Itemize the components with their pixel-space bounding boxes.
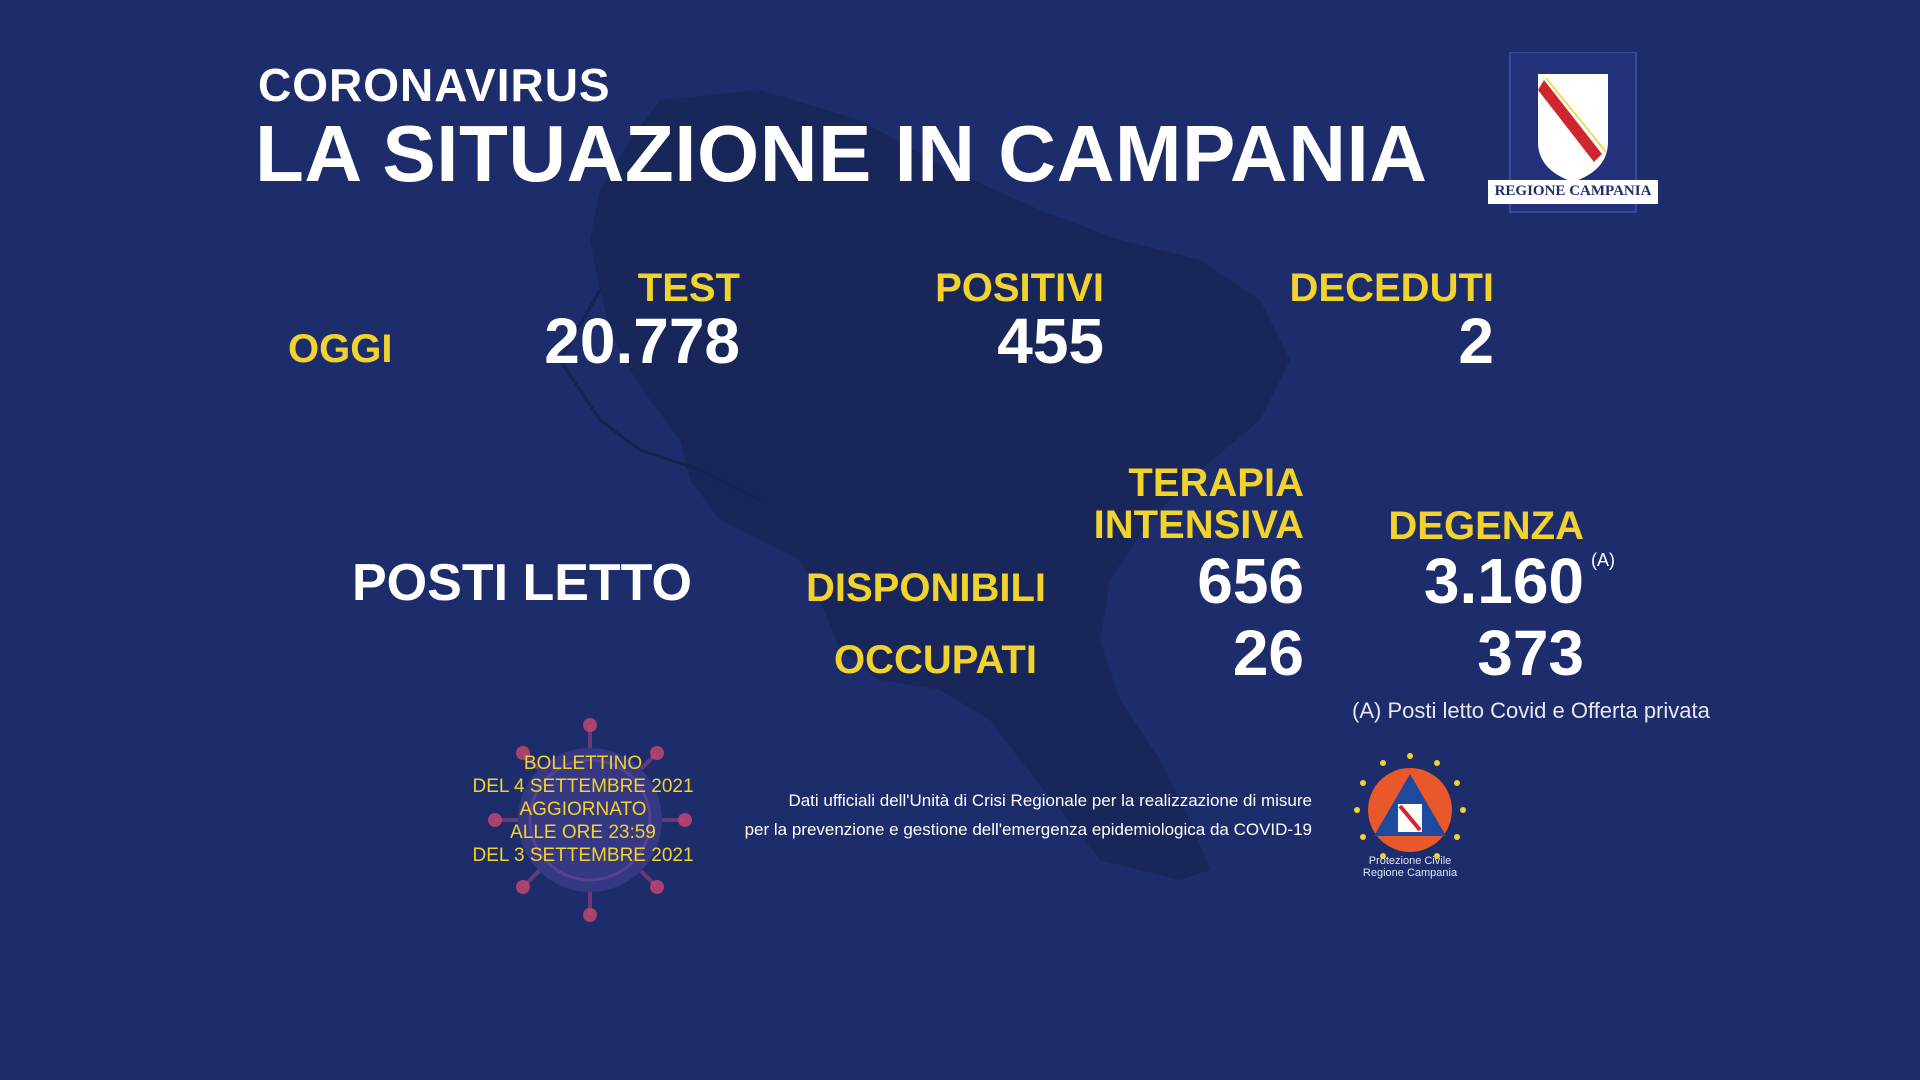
protezione-civile-icon (1354, 753, 1466, 859)
test-value: 20.778 (544, 305, 740, 377)
positivi-value: 455 (997, 305, 1104, 377)
official-line2: per la prevenzione e gestione dell'emerg… (744, 820, 1312, 839)
pc-line2: Regione Campania (1362, 867, 1458, 879)
deceduti-header: DECEDUTI (1289, 266, 1494, 310)
virus-icon (488, 718, 692, 922)
deceduti-value: 2 (1458, 305, 1494, 377)
official-data-note: Dati ufficiali dell'Unità di Crisi Regio… (740, 786, 1312, 844)
posti-letto-label: POSTI LETTO (352, 554, 692, 612)
test-header: TEST (637, 266, 740, 310)
bulletin-line5: DEL 3 SETTEMBRE 2021 (472, 845, 694, 866)
degenza-occupati-value: 373 (1477, 617, 1584, 689)
regione-campania-logo: REGIONE CAMPANIA (1486, 51, 1660, 214)
kicker-title: CORONAVIRUS (258, 59, 611, 111)
terapia-occupati-value: 26 (1232, 617, 1304, 689)
degenza-footnote-mark: (A) (1591, 550, 1615, 570)
logo-label: REGIONE CAMPANIA (1494, 183, 1652, 199)
oggi-label: OGGI (288, 327, 393, 371)
disponibili-label: DISPONIBILI (806, 566, 1047, 610)
occupati-label: OCCUPATI (834, 638, 1037, 682)
protezione-civile-label: Protezione Civile Regione Campania (1345, 855, 1475, 879)
terapia-header-line1: TERAPIA (1128, 461, 1304, 505)
page-title: LA SITUAZIONE IN CAMPANIA (255, 109, 1428, 198)
bulletin-line1: BOLLETTINO (523, 753, 643, 774)
beds-footnote: (A) Posti letto Covid e Offerta privata (1352, 698, 1710, 723)
degenza-header: DEGENZA (1388, 504, 1584, 548)
official-line1: Dati ufficiali dell'Unità di Crisi Regio… (788, 791, 1312, 810)
degenza-disponibili-value: 3.160 (1423, 545, 1584, 617)
pc-line1: Protezione Civile (1368, 855, 1452, 867)
bulletin-line3: AGGIORNATO (519, 799, 647, 820)
bulletin-line2: DEL 4 SETTEMBRE 2021 (472, 776, 694, 797)
terapia-intensiva-header: TERAPIA INTENSIVA (1060, 462, 1304, 546)
bulletin-text: BOLLETTINO DEL 4 SETTEMBRE 2021 AGGIORNA… (470, 752, 696, 867)
regione-campania-shield-icon (1488, 51, 1658, 213)
terapia-header-line2: INTENSIVA (1093, 503, 1304, 547)
positivi-header: POSITIVI (935, 266, 1104, 310)
bulletin-line4: ALLE ORE 23:59 (510, 822, 656, 843)
terapia-disponibili-value: 656 (1197, 545, 1304, 617)
